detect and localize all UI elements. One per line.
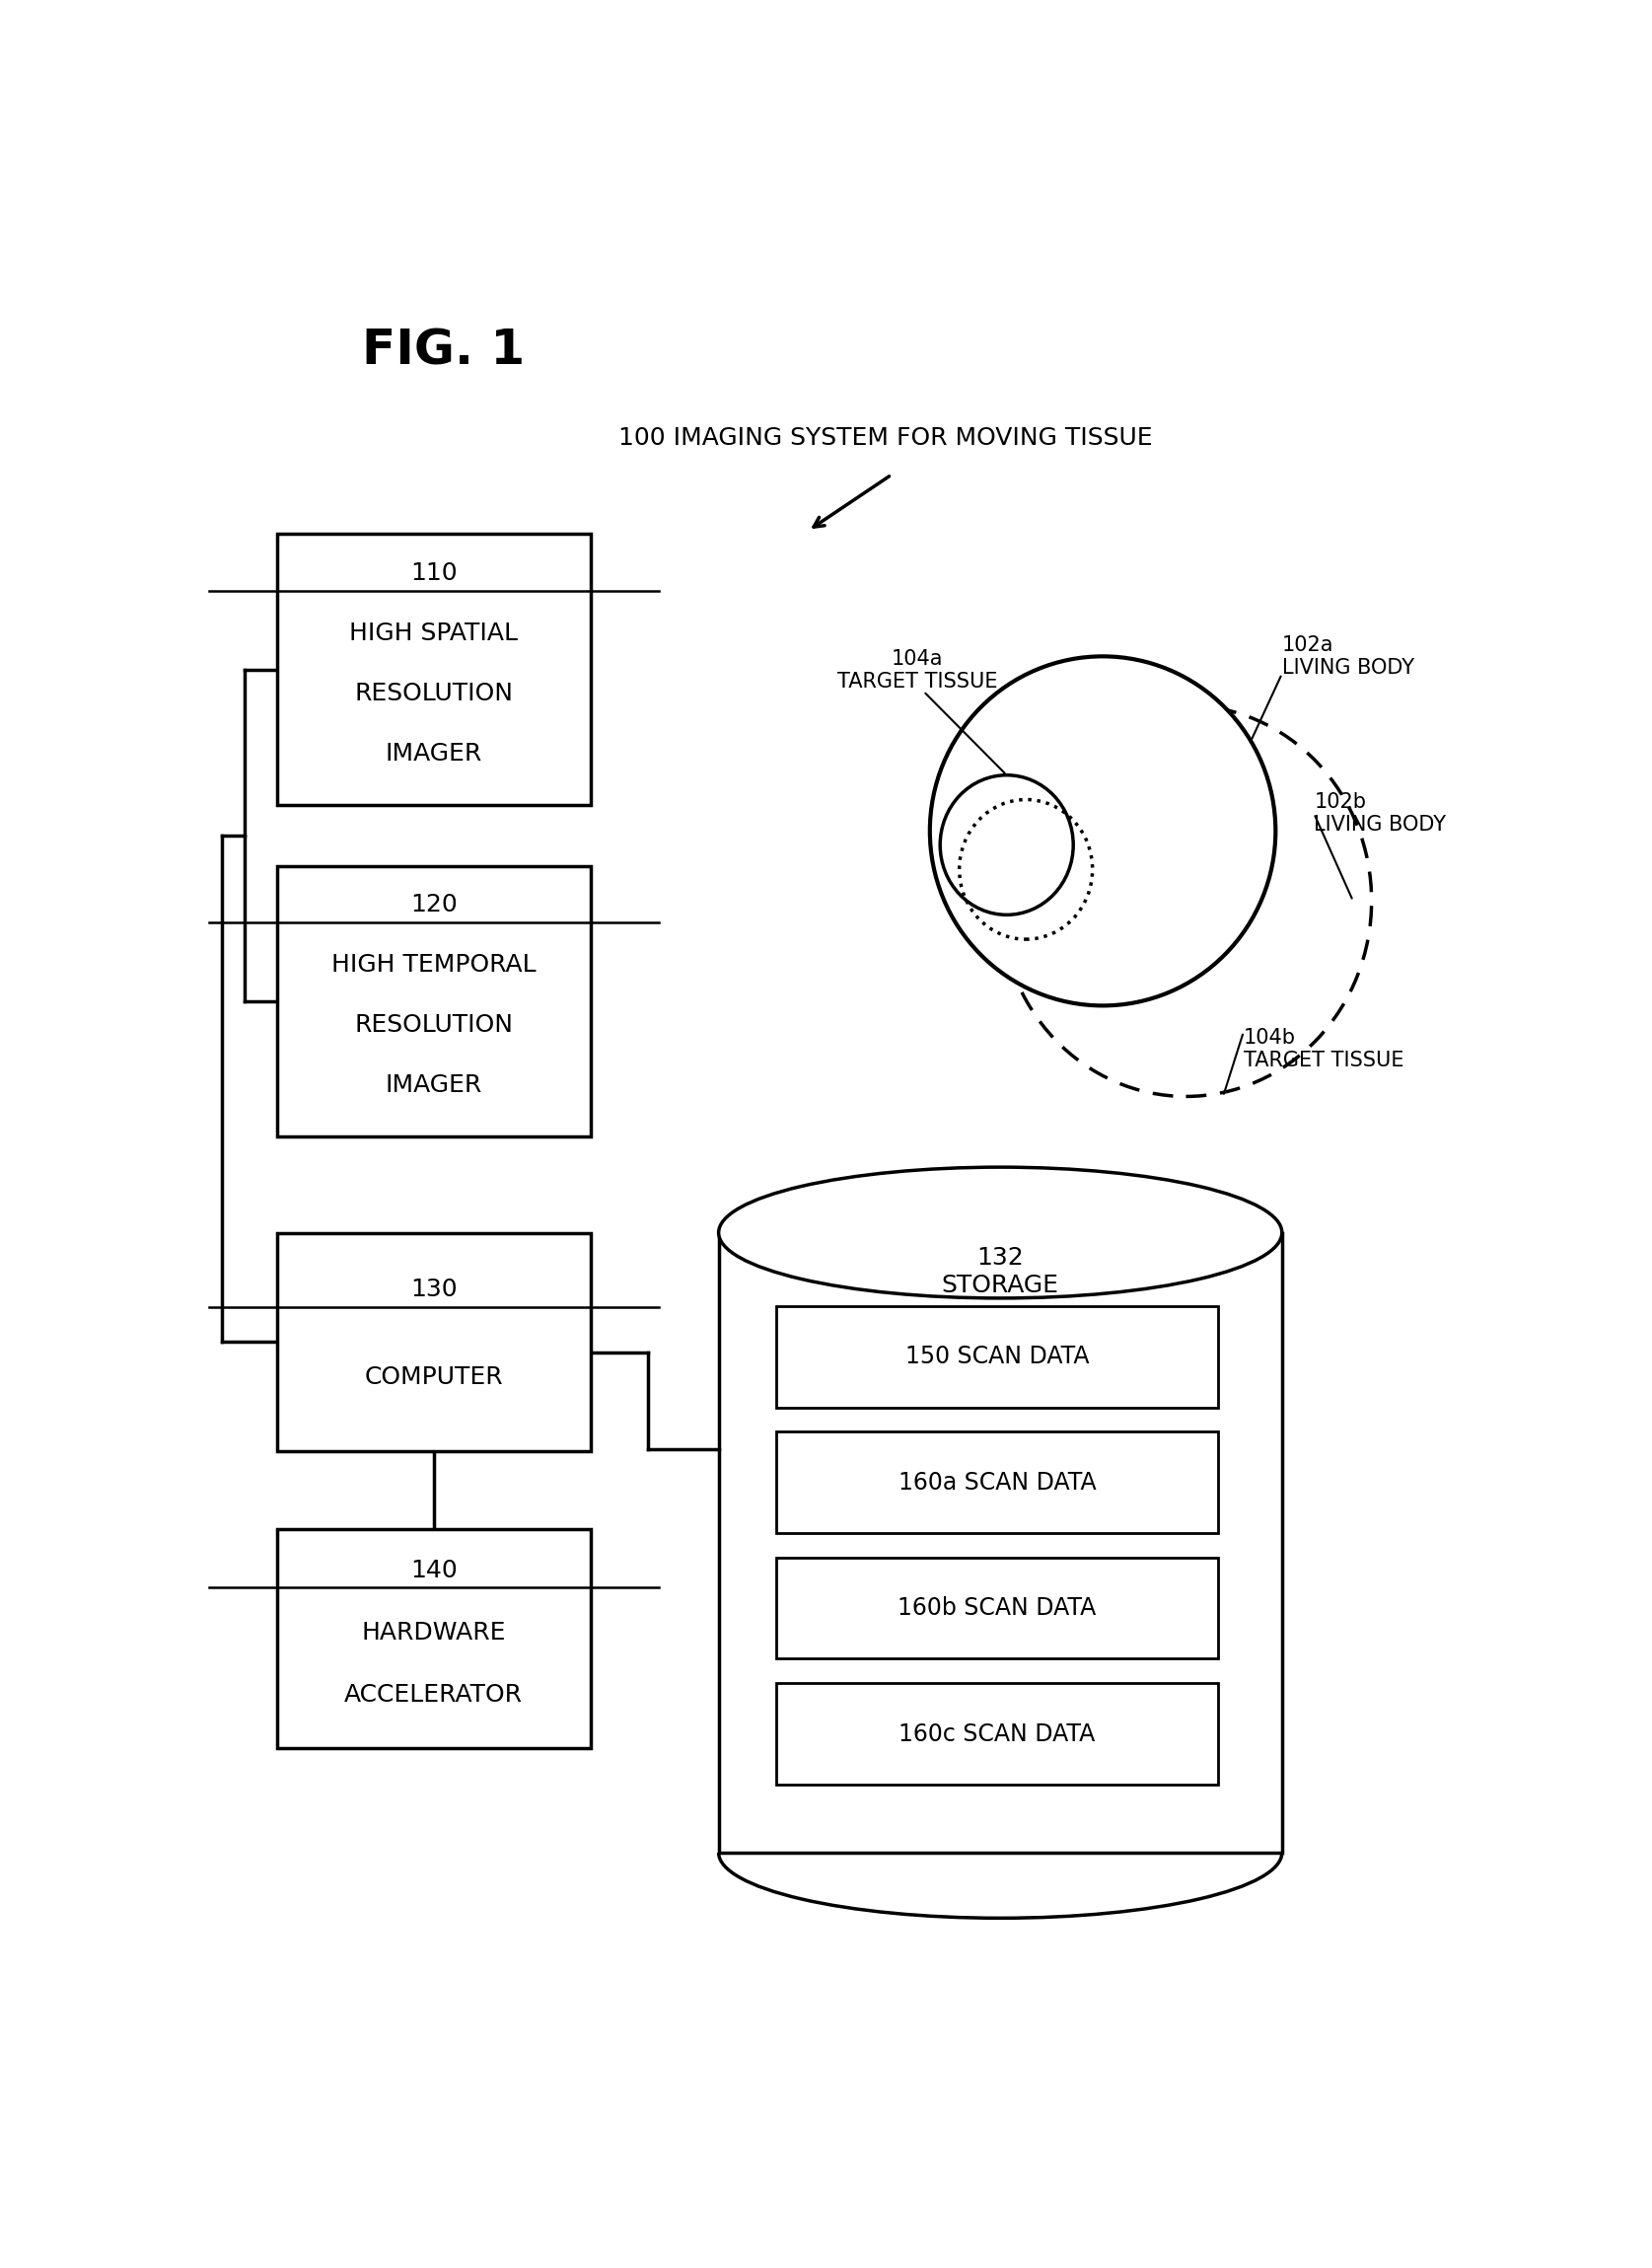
Text: FIG. 1: FIG. 1 — [362, 327, 525, 374]
Bar — [776, 1558, 1218, 1658]
Text: COMPUTER: COMPUTER — [365, 1365, 504, 1388]
Ellipse shape — [719, 1168, 1282, 1297]
Text: IMAGER: IMAGER — [385, 1073, 482, 1098]
Text: 160c SCAN DATA: 160c SCAN DATA — [899, 1721, 1095, 1746]
Ellipse shape — [940, 776, 1074, 914]
Text: RESOLUTION: RESOLUTION — [355, 1014, 514, 1036]
Text: HIGH TEMPORAL: HIGH TEMPORAL — [332, 953, 537, 978]
Bar — [278, 1234, 591, 1452]
Text: RESOLUTION: RESOLUTION — [355, 683, 514, 705]
Text: 102a
LIVING BODY: 102a LIVING BODY — [1282, 635, 1414, 678]
Text: 130: 130 — [410, 1277, 458, 1302]
Text: 120: 120 — [410, 894, 458, 916]
Text: HARDWARE: HARDWARE — [362, 1622, 506, 1644]
Bar — [278, 533, 591, 805]
Bar — [719, 1234, 1282, 1853]
Bar — [776, 1306, 1218, 1406]
Bar — [278, 866, 591, 1136]
Text: IMAGER: IMAGER — [385, 742, 482, 767]
Text: 160b SCAN DATA: 160b SCAN DATA — [897, 1597, 1097, 1619]
Ellipse shape — [930, 655, 1275, 1005]
Text: 140: 140 — [410, 1558, 458, 1581]
Bar — [278, 1529, 591, 1749]
Text: 102b
LIVING BODY: 102b LIVING BODY — [1313, 792, 1446, 835]
Text: 104b
TARGET TISSUE: 104b TARGET TISSUE — [1244, 1027, 1404, 1070]
Text: 160a SCAN DATA: 160a SCAN DATA — [899, 1470, 1095, 1495]
Text: HIGH SPATIAL: HIGH SPATIAL — [350, 621, 519, 644]
Text: 150 SCAN DATA: 150 SCAN DATA — [905, 1345, 1089, 1368]
Bar — [776, 1431, 1218, 1533]
Text: 132
STORAGE: 132 STORAGE — [942, 1247, 1059, 1297]
Text: ACCELERATOR: ACCELERATOR — [345, 1683, 524, 1706]
Text: 100 IMAGING SYSTEM FOR MOVING TISSUE: 100 IMAGING SYSTEM FOR MOVING TISSUE — [618, 426, 1151, 449]
Text: 110: 110 — [410, 562, 458, 585]
Text: 104a
TARGET TISSUE: 104a TARGET TISSUE — [838, 649, 998, 692]
Bar — [776, 1683, 1218, 1785]
